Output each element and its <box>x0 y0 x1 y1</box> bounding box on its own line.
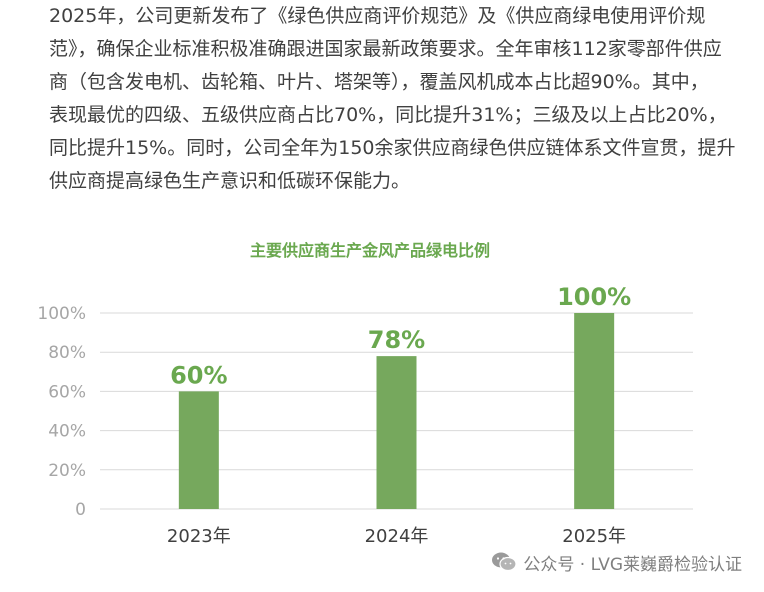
y-tick-label: 100% <box>37 304 86 324</box>
wechat-icon <box>492 552 517 572</box>
paragraph-line: 商（包含发电机、齿轮箱、叶片、塔架等），覆盖风机成本占比超90%。其中， <box>49 71 709 93</box>
paragraph-line: 同比提升15%。同时，公司全年为150余家供应商绿色供应链体系文件宣贯，提升 <box>49 137 736 159</box>
wechat-watermark: 公众号 · LVG莱巍爵检验认证 <box>491 548 742 576</box>
x-tick-label: 2023年 <box>167 526 231 547</box>
bar-chart-svg: 主要供应商生产金风产品绿电比例 0 20% 40% 60% 80% 100% 60% 202… <box>37 241 693 547</box>
watermark-text: 公众号 · LVG莱巍爵检验认证 <box>523 554 742 575</box>
paragraph-line: 范》，确保企业标准积极准确跟进国家最新政策要求。全年审核112家零部件供应 <box>49 38 722 60</box>
bar <box>574 313 615 509</box>
y-tick-label: 0 <box>75 500 86 520</box>
y-tick-label: 80% <box>48 343 86 363</box>
intro-paragraph: 2025年，公司更新发布了《绿色供应商评价规范》及《供应商绿电使用评价规 范》，… <box>49 0 736 198</box>
y-tick-label: 60% <box>48 382 86 402</box>
paragraph-line: 2025年，公司更新发布了《绿色供应商评价规范》及《供应商绿电使用评价规 <box>49 5 706 27</box>
y-tick-label: 40% <box>48 422 86 442</box>
paragraph-line: 表现最优的四级、五级供应商占比70%，同比提升31%；三级及以上占比20%， <box>49 104 727 126</box>
y-tick-label: 20% <box>48 461 86 481</box>
data-label: 60% <box>170 361 227 389</box>
bar-layer <box>178 313 615 509</box>
bar <box>376 356 417 509</box>
bar <box>178 391 219 509</box>
data-label: 78% <box>368 326 425 354</box>
label-layer: 60% 2023年 78% 2024年 100% 2025年 <box>167 283 631 547</box>
data-label: 100% <box>557 283 631 311</box>
chart-title: 主要供应商生产金风产品绿电比例 <box>250 241 490 260</box>
green-power-chart: 主要供应商生产金风产品绿电比例 0 20% 40% 60% 80% 100% 60% 202… <box>0 225 764 592</box>
paragraph-line: 供应商提高绿色生产意识和低碳环保能力。 <box>49 170 411 192</box>
x-tick-label: 2024年 <box>365 526 429 547</box>
x-tick-label: 2025年 <box>562 526 626 547</box>
